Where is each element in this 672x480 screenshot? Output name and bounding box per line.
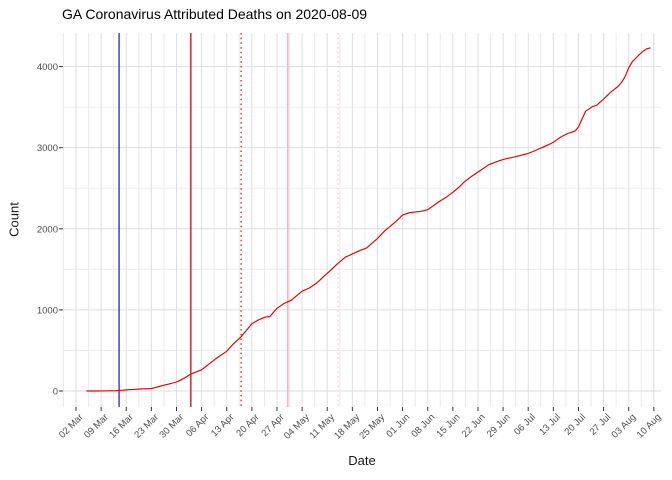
x-tick-label: 03 Aug [610, 412, 639, 441]
x-axis-title: Date [348, 453, 376, 468]
x-tick-label: 11 May [308, 412, 337, 441]
y-tick-label: 1000 [37, 305, 58, 316]
y-tick-label: 0 [53, 387, 58, 398]
x-tick-label: 13 Apr [209, 412, 236, 439]
y-axis-title: Count [6, 202, 22, 237]
x-tick-label: 01 Jun [384, 412, 412, 440]
x-tick-label: 20 Jul [562, 412, 588, 438]
y-tick-label: 2000 [37, 224, 58, 235]
x-tick-label: 22 Jun [460, 412, 488, 440]
x-tick-label: 10 Aug [635, 412, 664, 441]
x-tick-label: 29 Jun [485, 412, 513, 440]
x-tick-label: 16 Mar [107, 412, 136, 441]
cumulative-deaths-line [86, 47, 651, 392]
x-tick-label: 04 May [282, 412, 312, 442]
x-tick-label: 15 Jun [434, 412, 462, 440]
x-tick-label: 18 May [332, 412, 362, 442]
x-tick-label: 06 Apr [184, 412, 211, 439]
x-tick-label: 23 Mar [132, 412, 161, 441]
x-tick-label: 25 May [357, 412, 387, 442]
y-tick-label: 4000 [37, 62, 58, 73]
x-tick-label: 06 Jul [512, 412, 538, 438]
x-tick-label: 02 Mar [57, 412, 86, 441]
y-tick-label: 3000 [37, 143, 58, 154]
plot-title: GA Coronavirus Attributed Deaths on 2020… [62, 6, 368, 22]
x-tick-label: 13 Jul [537, 412, 563, 438]
x-tick-label: 20 Apr [234, 412, 261, 439]
x-tick-label: 08 Jun [409, 412, 437, 440]
x-tick-label: 09 Mar [82, 412, 111, 441]
x-tick-label: 30 Mar [157, 412, 186, 441]
